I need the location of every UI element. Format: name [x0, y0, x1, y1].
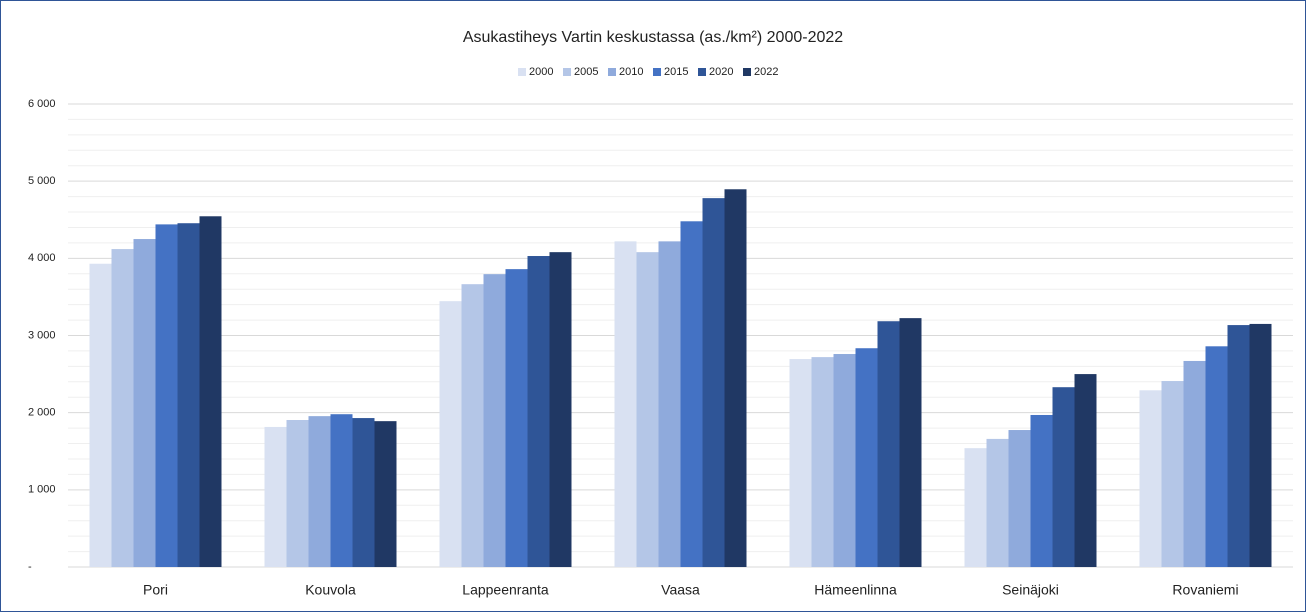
bar	[374, 421, 397, 567]
bar	[833, 354, 856, 567]
legend-swatch	[563, 68, 571, 76]
y-tick-label: 1 000	[28, 484, 56, 496]
bar	[855, 348, 878, 567]
bar	[964, 448, 987, 567]
x-tick-label: Vaasa	[661, 582, 700, 598]
bar	[439, 301, 462, 567]
legend-label: 2000	[529, 66, 553, 78]
bar	[133, 239, 156, 567]
x-tick-label: Rovaniemi	[1172, 582, 1238, 598]
bar	[505, 269, 528, 567]
bar	[724, 189, 747, 567]
bar	[461, 284, 484, 567]
bar	[1074, 374, 1097, 567]
bar	[1205, 346, 1228, 567]
bar	[527, 256, 550, 567]
bar	[1008, 430, 1031, 567]
x-tick-label: Hämeenlinna	[814, 582, 897, 598]
legend-swatch	[608, 68, 616, 76]
y-tick-label: 6 000	[28, 98, 56, 110]
bar	[1227, 325, 1250, 567]
bar	[1052, 387, 1075, 567]
bar	[1249, 323, 1272, 567]
bar	[199, 216, 222, 567]
bar	[286, 419, 309, 567]
x-tick-label: Seinäjoki	[1002, 582, 1059, 598]
bar	[111, 249, 134, 567]
bar	[658, 241, 681, 567]
y-tick-label: 4 000	[28, 252, 56, 264]
x-tick-label: Pori	[143, 582, 168, 598]
legend-label: 2005	[574, 66, 598, 78]
bar	[877, 321, 900, 567]
legend-label: 2015	[664, 66, 688, 78]
bar	[549, 252, 572, 567]
legend-label: 2010	[619, 66, 643, 78]
y-tick-label: 2 000	[28, 407, 56, 419]
y-tick-label: -	[28, 561, 32, 573]
legend-swatch	[518, 68, 526, 76]
bar	[1183, 360, 1206, 567]
bar	[614, 241, 637, 567]
bar	[155, 224, 178, 567]
legend-label: 2020	[709, 66, 733, 78]
bar	[1161, 381, 1184, 567]
chart-title: Asukastiheys Vartin keskustassa (as./km²…	[463, 29, 843, 46]
bar	[702, 198, 725, 568]
bar	[308, 416, 331, 567]
bar	[483, 274, 506, 567]
x-tick-label: Kouvola	[305, 582, 356, 598]
legend-label: 2022	[754, 66, 778, 78]
bar	[789, 359, 812, 567]
bar	[811, 357, 834, 567]
bar	[680, 221, 703, 567]
x-tick-label: Lappeenranta	[462, 582, 549, 598]
y-tick-label: 3 000	[28, 329, 56, 341]
legend-swatch	[653, 68, 661, 76]
bar	[264, 426, 287, 567]
bar	[89, 263, 112, 567]
bar	[330, 414, 353, 567]
legend-swatch	[743, 68, 751, 76]
bar	[1139, 390, 1162, 567]
bar	[986, 438, 1009, 567]
bar	[636, 252, 659, 567]
bar	[1030, 414, 1053, 567]
y-tick-label: 5 000	[28, 175, 56, 187]
bar	[899, 318, 922, 567]
legend-swatch	[698, 68, 706, 76]
bar	[352, 418, 375, 567]
bar	[177, 223, 200, 567]
